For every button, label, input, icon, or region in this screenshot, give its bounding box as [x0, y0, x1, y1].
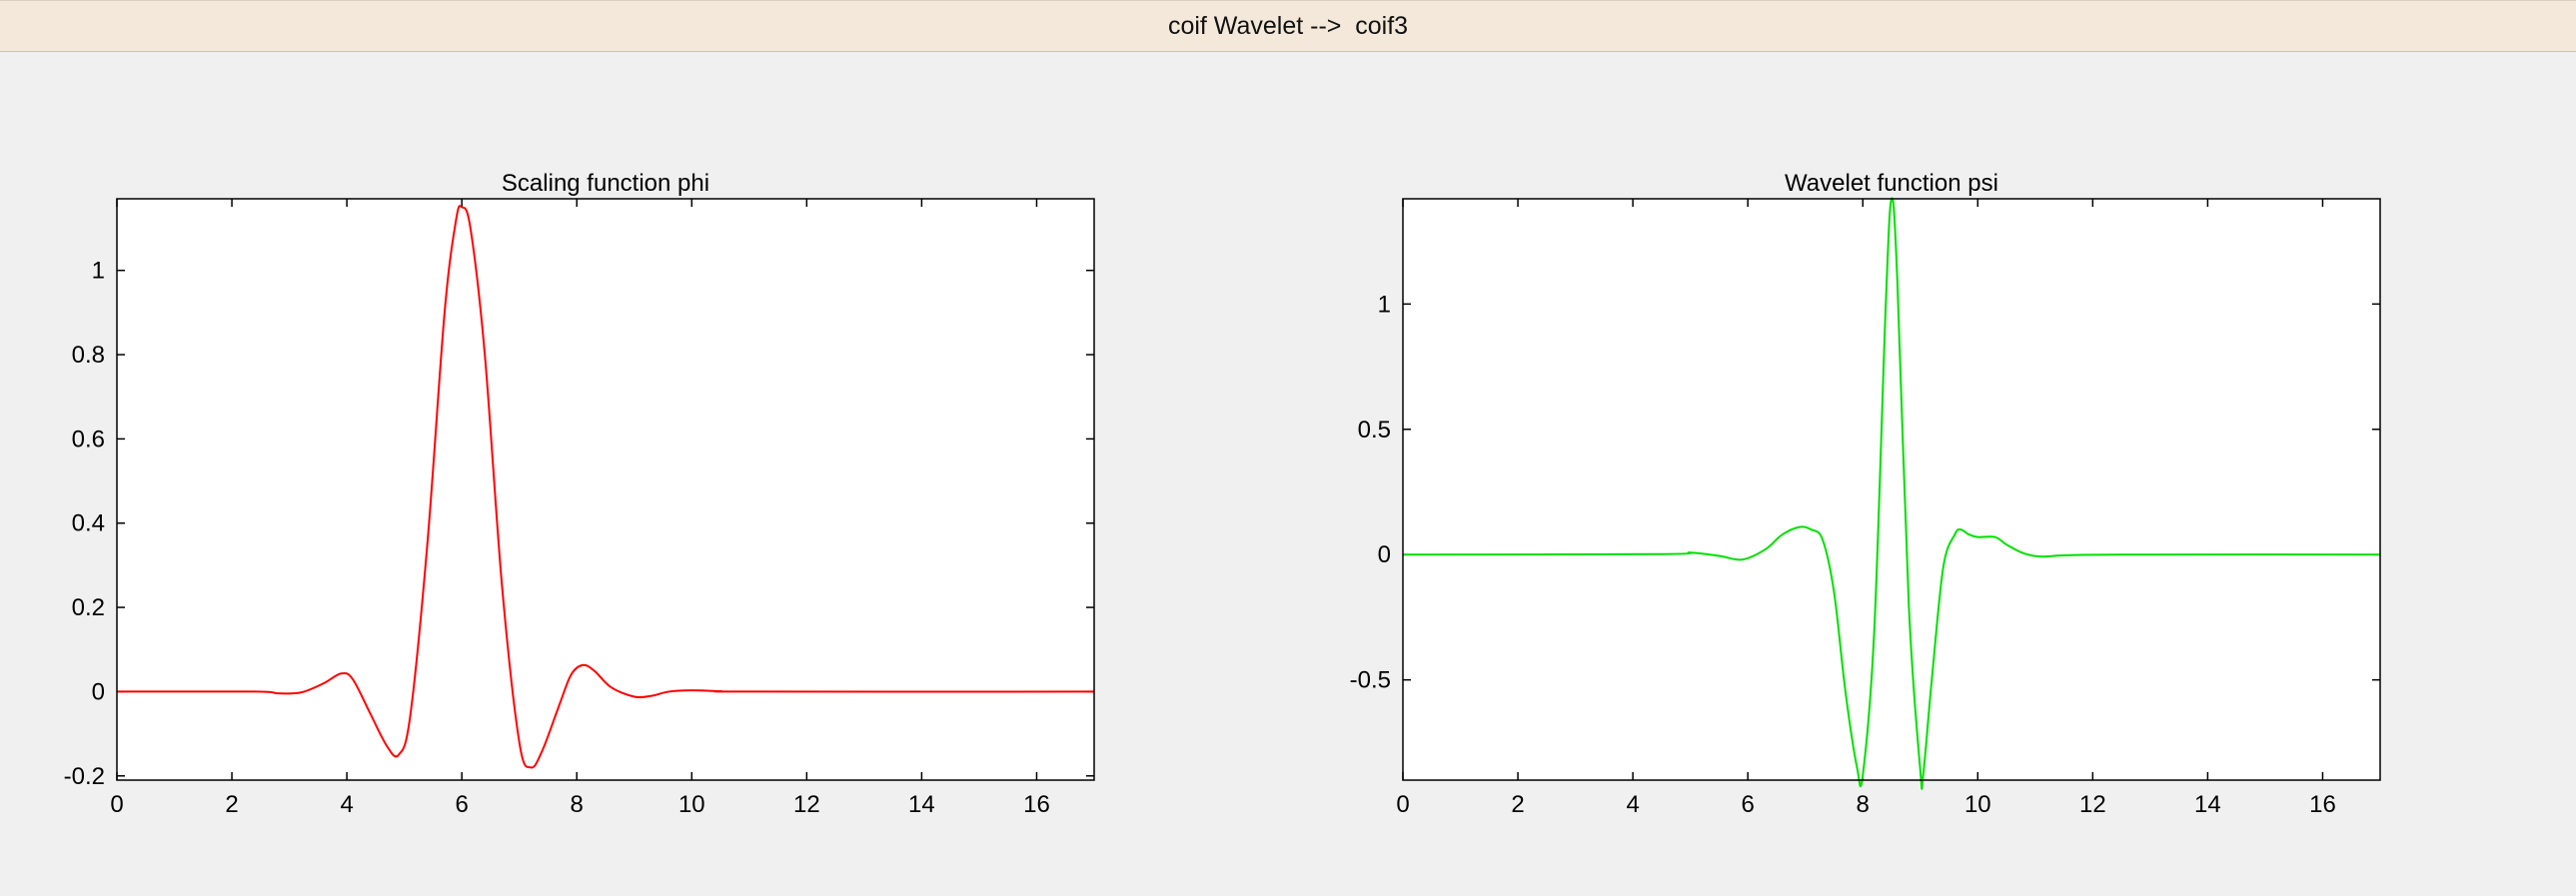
psi-ytick-label: 1 [1378, 291, 1391, 318]
phi-xtick-label: 10 [678, 791, 705, 818]
phi-xtick-label: 16 [1023, 791, 1050, 818]
window-title: coif Wavelet --> coif3 [1167, 11, 1409, 40]
phi-xtick-label: 4 [340, 791, 353, 818]
psi-xtick-label: 0 [1396, 791, 1409, 818]
psi-ytick-label: 0.5 [1358, 417, 1391, 444]
psi-xtick-label: 14 [2194, 791, 2221, 818]
psi-xtick-label: 6 [1741, 791, 1754, 818]
psi-xtick-label: 8 [1857, 791, 1870, 818]
psi-series-line [1402, 197, 2381, 790]
window-title-bar: coif Wavelet --> coif3 [0, 0, 2576, 52]
phi-xtick-label: 2 [225, 791, 238, 818]
psi-xtick-label: 4 [1626, 791, 1639, 818]
phi-ytick-label: 1 [92, 258, 105, 285]
phi-xtick-label: 0 [110, 791, 123, 818]
phi-ytick-label: 0.4 [72, 510, 105, 537]
phi-ytick-label: 0.6 [72, 426, 105, 452]
psi-axes-frame [1402, 198, 2381, 781]
psi-chart-title: Wavelet function psi [1785, 170, 1998, 197]
wavelet-function-plot: Wavelet function psi 0 2 4 6 8 10 12 14 16 -0.5 0 0.… [1350, 170, 2381, 818]
psi-xtick-label: 12 [2079, 791, 2106, 818]
phi-xtick-label: 6 [455, 791, 468, 818]
psi-xtick-label: 16 [2309, 791, 2336, 818]
phi-ytick-label: -0.2 [64, 763, 105, 790]
phi-ytick-label: 0.2 [72, 594, 105, 621]
phi-plot-area [117, 199, 1094, 780]
psi-ytick-label: -0.5 [1350, 667, 1391, 694]
psi-ytick-label: 0 [1378, 541, 1391, 568]
psi-plot-area [1403, 199, 2380, 780]
phi-ytick-label: 0.8 [72, 342, 105, 369]
phi-ytick-label: 0 [92, 678, 105, 705]
phi-xtick-label: 14 [908, 791, 935, 818]
psi-xtick-label: 10 [1964, 791, 1991, 818]
phi-chart-title: Scaling function phi [502, 170, 709, 197]
phi-series-line [116, 205, 1095, 769]
phi-axes-frame [116, 198, 1095, 781]
psi-xtick-label: 2 [1511, 791, 1524, 818]
phi-xtick-label: 8 [571, 791, 584, 818]
phi-xtick-label: 12 [793, 791, 820, 818]
